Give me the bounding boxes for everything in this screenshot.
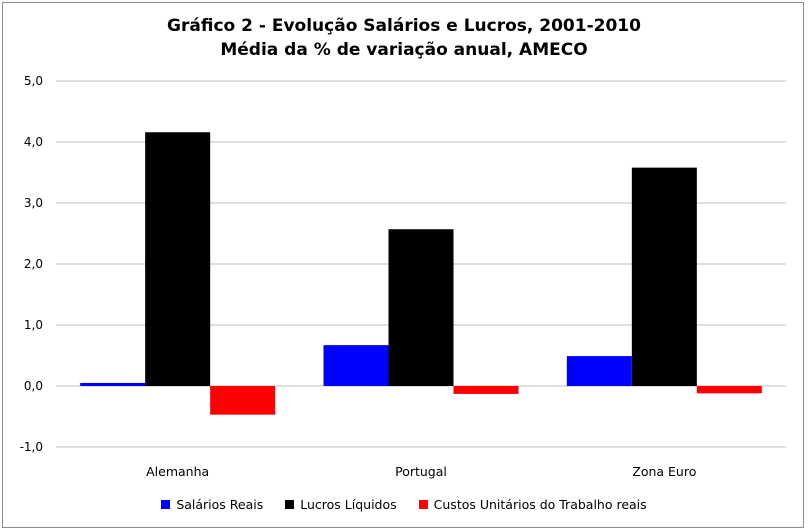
legend-label-lucros: Lucros Líquidos [300,497,397,512]
bar-lucros [631,167,697,386]
bar-custos [453,386,519,394]
x-tick-label: Portugal [395,464,447,479]
legend-label-salarios: Salários Reais [176,497,264,512]
legend-label-custos: Custos Unitários do Trabalho reais [433,497,647,512]
y-tick-label: 0,0 [24,379,43,393]
y-tick-label: 4,0 [24,135,43,149]
bar-lucros [145,132,211,386]
x-tick-label: Zona Euro [632,464,696,479]
y-tick-label: 5,0 [24,74,43,88]
bar-salarios [80,382,146,386]
legend-swatch-salarios [161,500,171,509]
chart-title-line-1: Gráfico 2 - Evolução Salários e Lucros, … [167,16,641,36]
legend-item-lucros: Lucros Líquidos [285,497,397,512]
legend-swatch-lucros [285,500,295,509]
y-tick-label: 2,0 [24,257,43,271]
y-tick-label: 1,0 [24,318,43,332]
chart-title: Gráfico 2 - Evolução Salários e Lucros, … [0,14,808,62]
x-tick-label: Alemanha [146,464,209,479]
bar-lucros [388,229,454,386]
y-tick-label: -1,0 [20,440,43,454]
bar-custos [210,386,276,415]
legend-swatch-custos [418,500,428,509]
bar-custos [696,386,762,394]
chart-legend: Salários Reais Lucros Líquidos Custos Un… [0,497,808,512]
bar-salarios [323,345,389,386]
legend-item-custos: Custos Unitários do Trabalho reais [418,497,647,512]
chart-title-line-2: Média da % de variação anual, AMECO [220,40,588,60]
bar-salarios [566,356,632,386]
legend-item-salarios: Salários Reais [161,497,263,512]
y-tick-label: 3,0 [24,196,43,210]
